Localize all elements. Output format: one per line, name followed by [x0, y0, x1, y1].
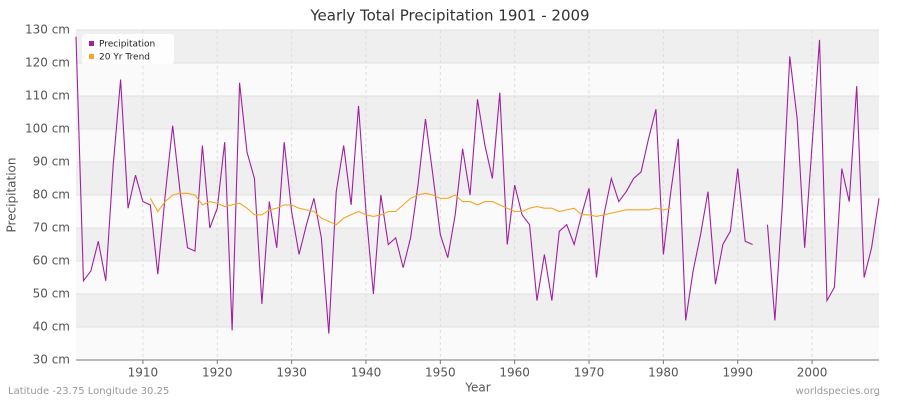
footer-left: Latitude -23.75 Longitude 30.25 — [8, 386, 169, 397]
x-tick-label: 1940 — [351, 366, 382, 380]
y-tick-label: 30 cm — [33, 353, 70, 367]
chart-title: Yearly Total Precipitation 1901 - 2009 — [309, 7, 589, 25]
x-tick-label: 1920 — [202, 366, 233, 380]
legend-label: Precipitation — [99, 40, 155, 50]
grid-band — [76, 30, 879, 63]
y-tick-label: 50 cm — [33, 287, 70, 301]
x-tick-label: 1970 — [574, 366, 605, 380]
x-axis-label: Year — [464, 381, 490, 395]
legend-swatch — [89, 54, 94, 59]
x-tick-label: 2000 — [797, 366, 828, 380]
y-tick-label: 80 cm — [33, 188, 70, 202]
series-line — [149, 192, 671, 226]
x-tick-label: 1950 — [425, 366, 456, 380]
y-tick-label: 100 cm — [25, 122, 70, 136]
y-tick-label: 130 cm — [25, 23, 70, 37]
grid-band — [76, 294, 879, 327]
y-tick-label: 90 cm — [33, 155, 70, 169]
y-tick-label: 40 cm — [33, 320, 70, 334]
y-tick-label: 60 cm — [33, 254, 70, 268]
grid-band — [76, 228, 879, 261]
x-tick-label: 1980 — [648, 366, 679, 380]
legend-box — [82, 34, 174, 64]
y-axis-label: Precipitation — [5, 157, 19, 232]
marks — [75, 36, 880, 334]
y-tick-label: 120 cm — [25, 56, 70, 70]
grid-band — [76, 162, 879, 195]
footer-right: worldspecies.org — [796, 386, 880, 397]
legend-label: 20 Yr Trend — [99, 53, 150, 63]
x-tick-label: 1960 — [499, 366, 530, 380]
y-tick-label: 110 cm — [25, 89, 70, 103]
y-tick-label: 70 cm — [33, 221, 70, 235]
x-tick-label: 1930 — [276, 366, 307, 380]
grid — [76, 29, 879, 364]
x-tick-label: 1990 — [722, 366, 753, 380]
legend-swatch — [89, 41, 94, 46]
series-line — [75, 36, 880, 334]
x-tick-label: 1910 — [128, 366, 159, 380]
